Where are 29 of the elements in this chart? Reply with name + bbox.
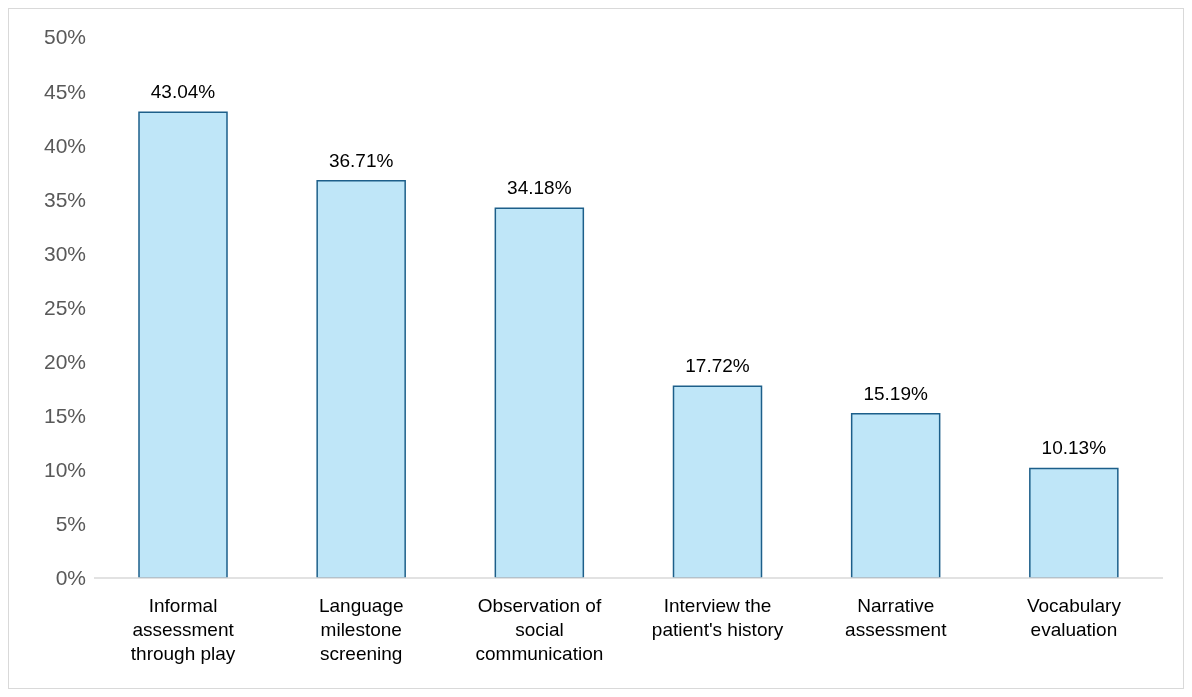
- data-label: 34.18%: [507, 177, 572, 199]
- bar: [1029, 467, 1119, 578]
- y-tick-label: 40%: [43, 133, 86, 157]
- bar: [494, 207, 585, 578]
- y-tick-label: 30%: [43, 241, 86, 265]
- x-tick-label: Language milestone screening: [318, 595, 404, 664]
- data-label: 43.04%: [150, 81, 216, 103]
- data-label: 17.72%: [685, 355, 750, 377]
- x-tick-label: Observation of social communication: [475, 595, 604, 664]
- bar: [672, 385, 763, 578]
- y-tick-label: 45%: [43, 79, 86, 103]
- y-tick-label: 0%: [55, 566, 86, 590]
- y-tick-label: 10%: [43, 458, 86, 482]
- bar: [316, 180, 406, 578]
- y-tick-label: 15%: [43, 404, 86, 428]
- data-label: 36.71%: [328, 149, 394, 171]
- x-tick-label: Interview the patient's history: [651, 595, 784, 640]
- data-label: 10.13%: [1041, 437, 1107, 459]
- x-tick-label: Narrative assessment: [845, 595, 948, 640]
- data-label: 15.19%: [863, 382, 928, 404]
- y-tick-label: 25%: [43, 295, 86, 319]
- bar: [138, 111, 228, 578]
- bar: [850, 412, 941, 578]
- y-tick-label: 20%: [43, 350, 86, 374]
- y-tick-label: 35%: [43, 187, 86, 211]
- x-tick-label: Informal assessment through play: [130, 595, 236, 664]
- x-tick-label: Vocabulary evaluation: [1026, 595, 1122, 640]
- y-tick-label: 5%: [55, 512, 86, 536]
- y-tick-label: 50%: [43, 25, 86, 49]
